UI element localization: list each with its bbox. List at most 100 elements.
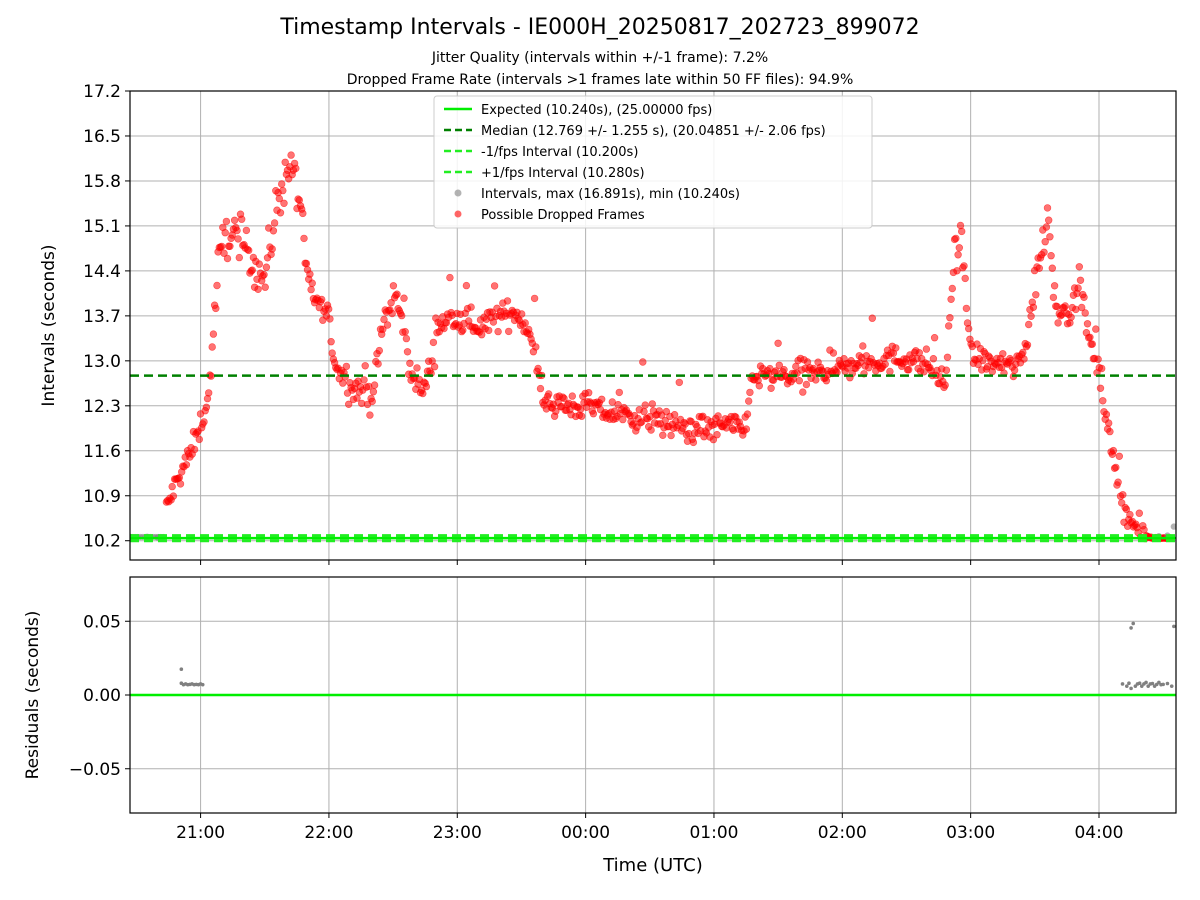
dropped-frame-point — [168, 482, 176, 491]
dropped-frame-point — [269, 227, 278, 235]
residual-point — [1157, 680, 1161, 685]
y-tick-label: −0.05 — [69, 760, 121, 780]
residual-point — [1165, 681, 1170, 686]
dropped-frame-point — [1102, 410, 1111, 419]
dropped-frame-point — [1042, 223, 1051, 231]
dropped-frame-point — [929, 355, 938, 363]
y-tick-label: 10.2 — [83, 532, 121, 552]
dropped-frame-point — [374, 360, 382, 368]
dropped-frame-point — [957, 227, 966, 236]
x-tick-label: 02:00 — [818, 823, 867, 843]
residual-point — [1131, 621, 1136, 626]
dropped-frame-point — [368, 397, 376, 406]
bottom-axes-frame — [129, 576, 1177, 814]
x-tick-label: 00:00 — [561, 823, 610, 843]
residuals-plot-panel: 21:00 22:00 23:00 00:00 01:00 02:00 03:00 04:00… — [23, 576, 1177, 876]
y-tick-label: 13.7 — [83, 307, 121, 327]
dropped-frame-rate-subtitle: Dropped Frame Rate (intervals >1 frames … — [346, 72, 854, 88]
dropped-frame-point — [999, 350, 1007, 358]
dropped-frame-point — [200, 418, 208, 426]
dropped-frame-point — [930, 334, 939, 342]
chart-title: Timestamp Intervals - IE000H_20250817_20… — [280, 15, 920, 40]
x-tick-label: 21:00 — [176, 823, 225, 843]
dropped-frame-point — [584, 389, 593, 397]
dropped-frame-point — [942, 366, 951, 374]
dropped-frame-point — [1126, 510, 1134, 519]
dropped-frame-point — [962, 304, 971, 313]
y-axis-label: Residuals (seconds) — [23, 611, 43, 780]
dropped-frame-point — [1140, 525, 1148, 534]
dropped-frame-point — [961, 274, 969, 283]
dropped-frame-point — [1061, 302, 1069, 310]
dropped-frame-point — [353, 394, 361, 402]
dropped-frame-point — [689, 438, 698, 447]
y-tick-label: 11.6 — [83, 442, 121, 462]
dropped-frame-point — [886, 367, 894, 376]
dropped-frame-point — [615, 388, 623, 397]
residual-point — [1144, 680, 1148, 685]
dropped-frame-point — [419, 389, 427, 398]
legend-entry-label: Expected (10.240s), (25.00000 fps) — [481, 103, 712, 118]
dropped-frame-point — [281, 158, 289, 167]
dropped-frame-point — [1035, 264, 1044, 272]
dropped-frame-point — [1074, 284, 1082, 292]
dropped-frame-point — [568, 392, 576, 400]
dropped-frame-point — [383, 321, 392, 329]
dropped-frame-point — [505, 327, 513, 336]
dropped-frame-point — [1067, 313, 1075, 321]
dropped-frame-point — [1106, 427, 1114, 436]
residual-point — [1127, 681, 1131, 685]
dropped-frame-point — [544, 390, 553, 398]
legend-marker-swatch — [454, 189, 462, 197]
residual-point — [1133, 684, 1138, 688]
dropped-frame-point — [1083, 320, 1092, 328]
dropped-frame-point — [614, 401, 622, 409]
dropped-frame-point — [659, 431, 667, 439]
dropped-frame-point — [422, 382, 431, 391]
residual-point — [1129, 686, 1133, 691]
dropped-frame-point — [325, 305, 333, 313]
dropped-frame-point — [413, 364, 421, 372]
plot-area — [130, 151, 1176, 543]
dropped-frame-point — [952, 234, 960, 243]
dropped-frame-point — [780, 366, 788, 374]
dropped-frame-point — [238, 215, 246, 223]
residuals-series — [179, 621, 1176, 691]
dropped-frame-point — [1075, 263, 1084, 271]
dropped-frame-point — [306, 270, 314, 278]
dropped-frame-point — [1040, 248, 1048, 257]
dropped-frame-point — [881, 360, 889, 368]
dropped-frame-point — [532, 343, 540, 351]
dropped-frame-point — [1104, 419, 1113, 427]
dropped-frame-point — [948, 284, 956, 293]
x-axis-label: Time (UTC) — [602, 855, 703, 876]
dropped-frame-point — [941, 381, 949, 389]
dropped-frame-point — [1050, 282, 1059, 290]
residual-point — [179, 667, 184, 671]
dropped-frame-point — [262, 263, 271, 271]
residual-point — [1161, 682, 1165, 687]
residual-point — [1146, 684, 1150, 688]
dropped-frame-point — [1048, 264, 1057, 272]
dropped-frame-point — [713, 431, 721, 439]
dropped-frame-point — [360, 376, 368, 384]
dropped-frame-point — [1092, 325, 1100, 333]
dropped-frame-point — [964, 324, 973, 333]
dropped-frame-point — [743, 410, 752, 418]
dropped-frame-point — [1054, 319, 1062, 327]
dropped-frame-point — [714, 412, 722, 420]
y-axis-label: Intervals (seconds) — [39, 244, 59, 406]
dropped-frame-point — [248, 266, 256, 274]
residual-point — [200, 682, 205, 687]
jitter-quality-subtitle: Jitter Quality (intervals within +/-1 fr… — [431, 50, 769, 66]
dropped-frame-point — [1024, 320, 1033, 329]
dropped-frame-point — [744, 397, 753, 405]
dropped-frame-point — [261, 283, 269, 291]
dropped-frame-point — [208, 343, 216, 351]
dropped-frame-point — [406, 359, 414, 367]
dropped-frame-point — [318, 295, 326, 304]
residual-point — [1137, 681, 1142, 685]
dropped-frame-point — [560, 394, 568, 403]
dropped-frame-point — [1047, 252, 1055, 260]
dropped-frame-point — [182, 461, 191, 469]
